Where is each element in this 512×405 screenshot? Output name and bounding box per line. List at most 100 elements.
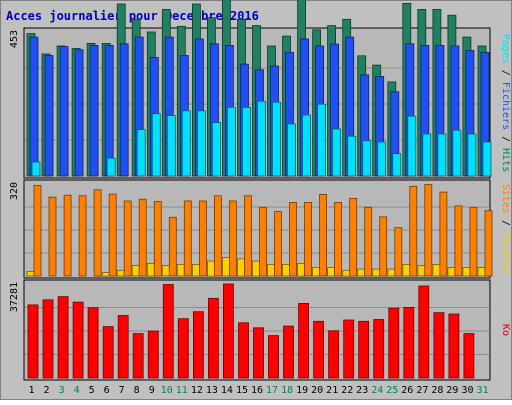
bar-pages-day-30	[467, 133, 477, 177]
bar-pages-day-27	[422, 133, 432, 177]
bar-fichiers-day-3	[59, 46, 69, 177]
bar-ko-day-18	[283, 325, 294, 379]
bar-pages-day-23	[362, 140, 372, 177]
bar-visites-day-27	[417, 265, 426, 277]
bar-pages-day-9	[151, 113, 161, 177]
x-tick-label-day-3: 3	[59, 385, 65, 396]
bar-pages-day-10	[166, 115, 176, 177]
bar-sites-day-7	[123, 200, 132, 277]
bar-visites-day-23	[357, 268, 366, 277]
bar-sites-day-11	[183, 200, 192, 277]
bar-sites-day-24	[379, 216, 388, 277]
bar-sites-day-3	[63, 194, 72, 277]
bar-ko-day-4	[72, 301, 84, 379]
bar-sites-day-20	[319, 193, 328, 277]
bar-sites-day-22	[349, 197, 358, 277]
bar-pages-day-15	[242, 106, 251, 177]
x-tick-label-day-15: 15	[236, 385, 248, 396]
x-tick-label-day-30: 30	[461, 385, 473, 396]
panel-1: 453 Pages / Fichiers / Hits	[9, 0, 511, 179]
bar-ko-day-15	[238, 322, 249, 379]
bar-visites-day-26	[402, 264, 411, 277]
bar-ko-day-13	[207, 297, 219, 379]
x-tick-label-day-1: 1	[28, 385, 34, 396]
x-tick-label-day-21: 21	[326, 385, 338, 396]
bar-sites-day-28	[439, 191, 448, 277]
bar-sites-day-19	[304, 201, 313, 277]
bar-visites-day-17	[267, 264, 275, 277]
bar-fichiers-day-2	[44, 55, 54, 177]
legend-entry-fichiers: Fichiers	[500, 82, 511, 130]
bar-ko-day-8	[132, 333, 144, 379]
bar-visites-day-7	[116, 269, 125, 277]
bar-ko-day-16	[253, 327, 264, 379]
bar-ko-day-24	[373, 319, 385, 379]
bar-pages-day-1	[31, 161, 41, 177]
x-tick-label-day-14: 14	[221, 385, 233, 396]
bar-visites-day-30	[462, 266, 471, 277]
bar-visites-day-16	[252, 260, 260, 277]
bar-ko-day-30	[463, 333, 475, 379]
bar-sites-day-29	[454, 205, 463, 277]
legend-entry-ko: Ko	[500, 324, 511, 336]
bar-pages-day-29	[452, 129, 462, 177]
legend-separator: /	[500, 130, 511, 148]
legend-entry-pages: Pages	[500, 34, 511, 64]
bar-fichiers-day-6	[104, 45, 114, 177]
bar-visites-day-24	[372, 268, 381, 277]
bar-visites-day-21	[327, 266, 336, 277]
bar-pages-day-26	[407, 115, 417, 177]
bar-fichiers-day-5	[89, 45, 99, 177]
bar-pages-day-12	[196, 110, 206, 177]
bar-pages-day-16	[257, 100, 266, 177]
bar-ko-day-14	[222, 283, 234, 379]
x-tick-label-day-9: 9	[149, 385, 155, 396]
bar-sites-day-10	[168, 216, 177, 277]
bar-visites-day-8	[131, 265, 140, 277]
bar-visites-day-15	[237, 258, 245, 277]
legend-entry-sites: Sites	[500, 184, 511, 214]
bar-visites-day-9	[146, 262, 155, 277]
x-tick-label-day-27: 27	[416, 385, 428, 396]
bar-pages-day-18	[287, 123, 296, 177]
legend-separator: /	[500, 64, 511, 82]
bar-pages-day-21	[332, 128, 342, 177]
x-tick-label-day-13: 13	[206, 385, 218, 396]
bar-sites-day-31	[484, 210, 493, 277]
bar-ko-day-23	[358, 320, 370, 379]
bar-visites-day-14	[221, 257, 230, 277]
bar-sites-day-5	[93, 189, 102, 277]
bar-sites-day-14	[228, 200, 237, 277]
x-tick-label-day-11: 11	[176, 385, 188, 396]
bar-pages-day-25	[392, 153, 402, 177]
x-tick-label-day-20: 20	[311, 385, 323, 396]
panel-2: 320 Sites / Visites	[9, 179, 511, 279]
x-tick-label-day-10: 10	[161, 385, 173, 396]
bar-sites-day-12	[198, 200, 207, 277]
bar-sites-day-4	[78, 195, 87, 277]
bar-pages-day-31	[482, 141, 492, 177]
x-tick-label-day-2: 2	[43, 385, 49, 396]
panel-legend-label: Pages / Fichiers / Hits	[500, 34, 511, 173]
bar-visites-day-22	[342, 269, 351, 277]
bar-visites-day-6	[101, 272, 110, 277]
bar-fichiers-day-7	[119, 43, 129, 177]
bar-visites-day-29	[447, 266, 456, 277]
bar-sites-day-6	[108, 193, 117, 277]
y-axis-max-label: 453	[9, 30, 20, 48]
bar-visites-day-19	[297, 262, 306, 277]
x-axis: 1 2 3 4 5 6 7 8 9 10 11 12 13 14 15 16 17 18 19 20 21 22 23 24 2…	[28, 385, 488, 396]
bar-ko-day-6	[102, 326, 114, 379]
bar-fichiers-day-1	[29, 36, 39, 177]
bar-sites-day-15	[244, 195, 252, 277]
bar-ko-day-11	[177, 318, 189, 379]
x-tick-label-day-4: 4	[74, 385, 80, 396]
x-tick-label-day-16: 16	[251, 385, 263, 396]
bar-pages-day-24	[377, 141, 387, 177]
bar-ko-day-10	[162, 284, 174, 379]
bar-sites-day-17	[274, 211, 282, 277]
x-tick-label-day-26: 26	[401, 385, 413, 396]
panel-3: 37281 Ko	[9, 279, 511, 381]
